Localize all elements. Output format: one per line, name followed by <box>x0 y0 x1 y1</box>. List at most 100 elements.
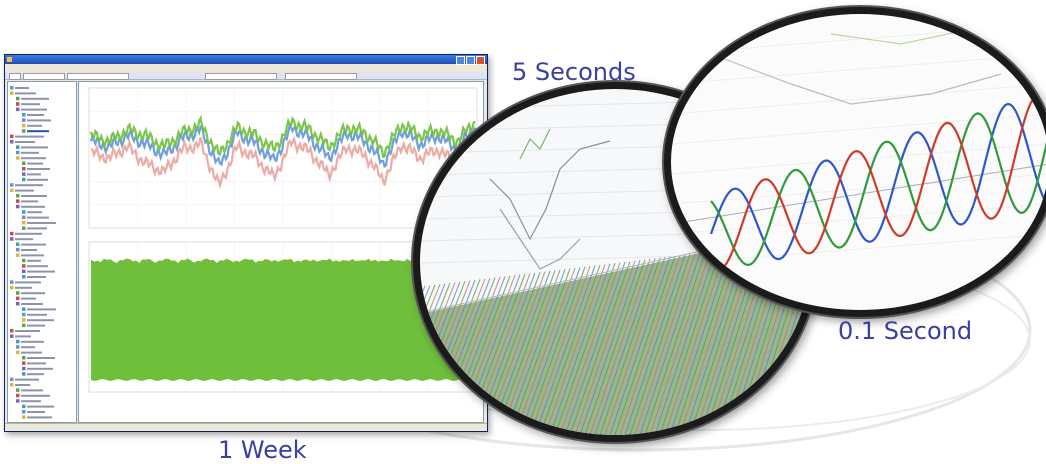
waveform-stroke <box>549 263 611 435</box>
tree-item[interactable] <box>22 113 44 117</box>
tree-item-icon <box>22 410 26 414</box>
tree-item[interactable] <box>16 242 46 247</box>
tree-item[interactable] <box>10 285 32 290</box>
tree-item-label <box>21 340 44 343</box>
tree-item[interactable] <box>16 345 35 349</box>
tree-item[interactable] <box>22 307 56 311</box>
tree-item[interactable] <box>22 264 48 268</box>
tree-item[interactable] <box>10 329 40 333</box>
tree-item[interactable] <box>10 280 41 284</box>
waveform-stroke <box>589 258 651 435</box>
waveform-stroke <box>494 270 556 435</box>
tree-items[interactable] <box>8 82 76 423</box>
tree-item[interactable] <box>22 356 55 360</box>
tree-item[interactable] <box>10 91 36 95</box>
tree-item[interactable] <box>22 210 42 214</box>
tree-item-label <box>21 205 45 208</box>
tree-item[interactable] <box>10 183 43 187</box>
tree-item[interactable] <box>16 399 41 403</box>
tree-item[interactable] <box>16 248 37 252</box>
waveform-stroke <box>629 254 691 435</box>
waveform-stroke <box>459 274 521 435</box>
tree-item[interactable] <box>16 388 43 392</box>
tree-item[interactable] <box>16 302 43 306</box>
tree-item[interactable] <box>10 86 29 90</box>
tree-item[interactable] <box>22 161 43 166</box>
tree-item-label <box>15 92 36 95</box>
tree-item-icon <box>22 361 26 365</box>
waveform-stroke <box>614 255 676 435</box>
tree-item[interactable] <box>22 177 48 182</box>
minimize-button[interactable] <box>456 56 465 65</box>
tree-item-icon <box>16 150 20 155</box>
toolbar-field[interactable] <box>23 73 65 80</box>
tree-item[interactable] <box>16 296 36 301</box>
tree-item-label <box>27 222 56 224</box>
tree-item[interactable] <box>22 118 51 122</box>
toolbar-field[interactable] <box>67 73 129 80</box>
maximize-button[interactable] <box>466 56 475 65</box>
tree-item[interactable] <box>10 140 35 144</box>
tree-item[interactable] <box>16 156 46 160</box>
plot-area <box>78 81 484 423</box>
tree-item[interactable] <box>10 188 34 193</box>
tree-item[interactable] <box>22 172 41 176</box>
tree-item-icon <box>16 393 20 398</box>
tree-item-icon <box>16 350 20 355</box>
tree-item[interactable] <box>16 150 39 155</box>
tree-item[interactable] <box>22 275 46 279</box>
tree-item[interactable] <box>22 215 49 220</box>
tree-item[interactable] <box>16 107 47 112</box>
tree-item[interactable] <box>10 237 33 241</box>
tree-item[interactable] <box>22 366 53 371</box>
tree-item[interactable] <box>10 134 44 139</box>
tree-item[interactable] <box>22 269 55 274</box>
waveform-stroke <box>420 279 481 435</box>
tree-item[interactable] <box>22 312 47 317</box>
grid-line <box>671 173 1046 205</box>
tree-item[interactable] <box>10 377 39 382</box>
tree-item[interactable] <box>22 221 56 225</box>
toolbar-button[interactable] <box>9 73 21 80</box>
tree-item[interactable] <box>22 404 54 409</box>
tree-item[interactable] <box>22 226 47 230</box>
tree-item[interactable] <box>22 361 46 365</box>
tree-item[interactable] <box>22 129 49 133</box>
tree-item[interactable] <box>22 318 54 322</box>
tree-item[interactable] <box>22 323 45 328</box>
tree-item[interactable] <box>22 258 41 263</box>
waveform-stroke <box>609 256 671 435</box>
tree-item[interactable] <box>16 393 50 398</box>
tree-item-icon <box>22 269 26 274</box>
tree-item-label <box>15 189 34 192</box>
tree-item-icon <box>10 231 14 236</box>
tree-item[interactable] <box>16 253 44 257</box>
tree-item[interactable] <box>16 102 40 106</box>
tree-item[interactable] <box>22 415 52 419</box>
tree-item[interactable] <box>16 194 47 198</box>
tree-item[interactable] <box>10 334 31 338</box>
tree-item[interactable] <box>22 167 50 171</box>
tree-item-label <box>27 373 44 376</box>
toolbar-field[interactable] <box>285 73 357 80</box>
tree-item-label <box>27 178 48 181</box>
tree-item[interactable] <box>16 204 45 209</box>
tree-item[interactable] <box>16 339 44 344</box>
tree-item[interactable] <box>16 291 45 295</box>
waveform-stroke <box>420 283 446 349</box>
tree-item[interactable] <box>16 145 48 149</box>
tree-item[interactable] <box>10 231 42 236</box>
tree-item-label <box>21 394 50 397</box>
tree-item[interactable] <box>16 199 38 203</box>
tree-sidebar[interactable] <box>7 81 77 423</box>
tree-item[interactable] <box>22 372 44 376</box>
waveform-stroke <box>789 366 810 435</box>
tree-item[interactable] <box>16 350 42 355</box>
tree-item[interactable] <box>10 383 30 387</box>
tree-item[interactable] <box>16 96 49 101</box>
phase-wave <box>709 102 1046 261</box>
close-button[interactable] <box>476 56 485 65</box>
tree-item[interactable] <box>22 410 45 414</box>
tree-item[interactable] <box>22 123 42 128</box>
toolbar-field[interactable] <box>205 73 277 80</box>
